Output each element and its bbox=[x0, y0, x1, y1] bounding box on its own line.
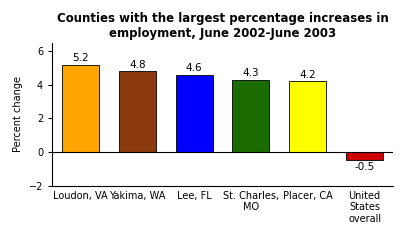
Text: -0.5: -0.5 bbox=[354, 163, 375, 173]
Text: 4.8: 4.8 bbox=[129, 60, 146, 70]
Bar bbox=[289, 81, 326, 152]
Text: 4.6: 4.6 bbox=[186, 63, 203, 73]
Y-axis label: Percent change: Percent change bbox=[13, 76, 23, 152]
Text: 4.2: 4.2 bbox=[300, 70, 316, 80]
Text: 4.3: 4.3 bbox=[243, 68, 259, 78]
Bar bbox=[233, 80, 269, 152]
Title: Counties with the largest percentage increases in
employment, June 2002-June 200: Counties with the largest percentage inc… bbox=[57, 12, 389, 40]
Bar bbox=[119, 71, 156, 152]
Text: 5.2: 5.2 bbox=[72, 53, 89, 63]
Bar bbox=[176, 75, 213, 152]
Bar bbox=[346, 152, 383, 160]
Bar bbox=[62, 65, 99, 152]
